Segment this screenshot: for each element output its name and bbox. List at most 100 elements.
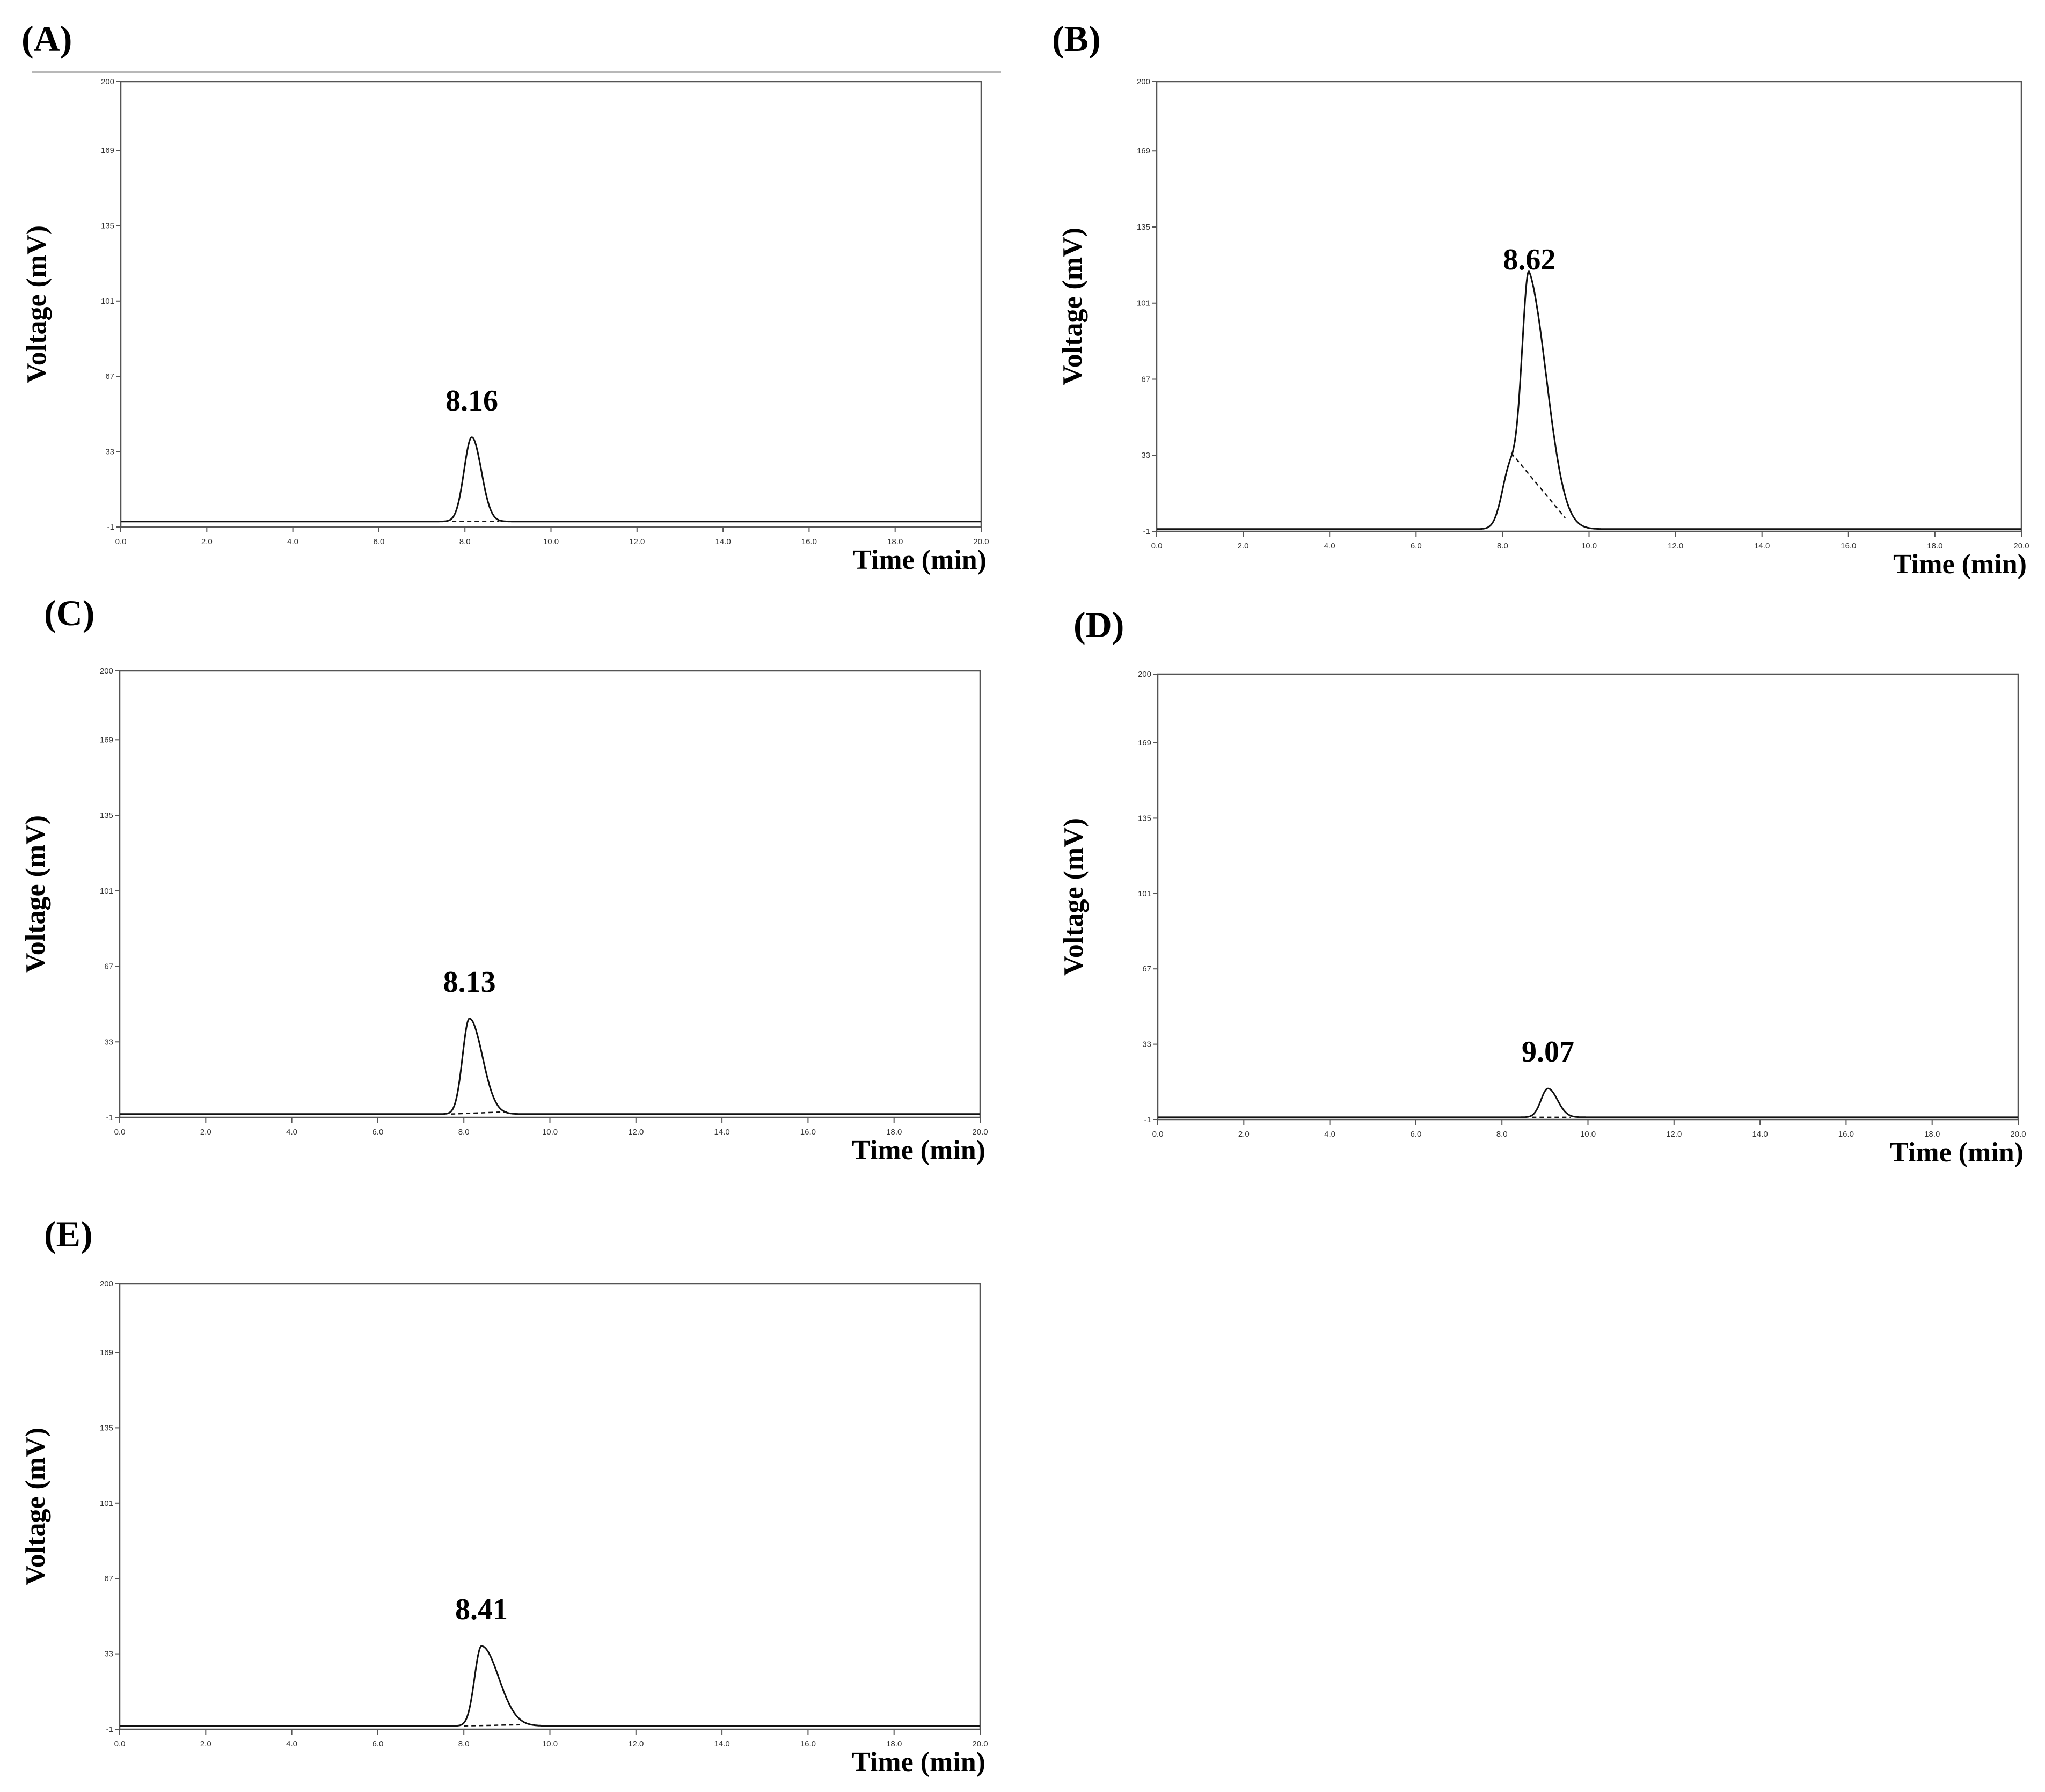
x-tick-label: 12.0: [628, 1739, 644, 1749]
y-tick-label: -1: [1143, 527, 1150, 536]
x-tick-label: 16.0: [800, 1739, 816, 1749]
x-tick-label: 14.0: [1752, 1130, 1768, 1139]
y-tick-label: -1: [106, 1113, 113, 1122]
x-tick-label: 0.0: [1151, 542, 1163, 551]
x-tick-label: 12.0: [628, 1128, 644, 1137]
x-axis-title-b: Time (min): [1893, 549, 2027, 580]
plot-frame-d: [1157, 673, 2019, 1121]
integration-baseline-e: [464, 1724, 520, 1727]
panel-label-a: (A): [21, 18, 72, 59]
x-tick-label: 14.0: [714, 1739, 729, 1749]
y-tick-label: 135: [101, 221, 114, 230]
y-tick-label: 101: [1138, 889, 1151, 898]
plot-frame-c: [119, 670, 981, 1118]
x-tick-label: 10.0: [542, 1128, 558, 1137]
y-tick-label: 33: [104, 1650, 113, 1659]
x-tick-label: 4.0: [1324, 1130, 1335, 1139]
y-tick-label: 200: [100, 1279, 113, 1289]
y-tick-label: 67: [104, 1574, 113, 1583]
x-tick-label: 14.0: [1754, 542, 1770, 551]
x-tick-label: 6.0: [372, 1128, 383, 1137]
plot-frame-b: [1156, 81, 2022, 532]
x-tick-label: 16.0: [1838, 1130, 1854, 1139]
y-tick-label: 169: [101, 146, 114, 155]
x-tick-label: 10.0: [543, 537, 559, 546]
x-tick-label: 8.0: [458, 1739, 470, 1749]
plot-frame-e: [119, 1283, 981, 1730]
x-tick-label: 20.0: [973, 537, 989, 546]
chromatogram-trace-b: [1157, 270, 2021, 530]
x-tick-label: 4.0: [287, 537, 298, 546]
y-tick-label: 67: [1141, 375, 1150, 384]
panel-label-d: (D): [1073, 604, 1124, 645]
x-tick-label: 4.0: [1324, 542, 1335, 551]
y-axis-title-b: Voltage (mV): [1057, 228, 1088, 385]
y-tick-label: 101: [1137, 299, 1150, 308]
x-tick-label: 6.0: [372, 1739, 383, 1749]
x-tick-label: 4.0: [286, 1128, 297, 1137]
x-axis-title-e: Time (min): [852, 1747, 985, 1778]
x-tick-label: 18.0: [1927, 542, 1942, 551]
x-tick-label: 0.0: [1152, 1130, 1164, 1139]
chart-panel-b: -1 33 67 101 135 169 200 0.0 2.0 4.0 6.0 8.0 10.0 12.…: [1057, 77, 2029, 580]
panel-label-e: (E): [44, 1213, 93, 1254]
peak-label-c: 8.13: [443, 966, 496, 999]
chromatogram-trace-e: [120, 1645, 980, 1727]
x-tick-label: 8.0: [459, 537, 471, 546]
chart-panel-a: -1 33 67 101 135 169 200 0.0 2.0 4.0 6.0 8.0 10.0 12.…: [21, 77, 989, 575]
y-tick-label: 200: [1137, 77, 1150, 86]
x-tick-label: 2.0: [200, 1739, 211, 1749]
x-tick-label: 16.0: [800, 1128, 816, 1137]
x-tick-label: 18.0: [1924, 1130, 1940, 1139]
integration-baseline-b: [1510, 452, 1566, 518]
chart-panel-c: -1 33 67 101 135 169 200 0.0 2.0 4.0 6.0 8.0 10.0 12.…: [20, 667, 988, 1166]
y-tick-label: 67: [1142, 964, 1151, 974]
panel-label-b: (B): [1052, 18, 1101, 59]
x-tick-label: 12.0: [629, 537, 645, 546]
x-tick-label: 2.0: [200, 1128, 211, 1137]
y-tick-label: 33: [1142, 1040, 1151, 1049]
x-axis-title-a: Time (min): [853, 545, 987, 575]
peak-label-d: 9.07: [1522, 1035, 1574, 1069]
y-tick-label: 200: [101, 77, 114, 86]
y-tick-label: 169: [1137, 147, 1150, 156]
y-tick-label: 169: [100, 1348, 113, 1357]
y-axis-title-c: Voltage (mV): [20, 815, 51, 973]
plot-frame-a: [120, 81, 982, 528]
y-tick-label: 135: [1137, 223, 1150, 232]
x-tick-label: 8.0: [458, 1128, 470, 1137]
x-tick-label: 2.0: [1238, 542, 1249, 551]
y-tick-label: -1: [107, 523, 114, 532]
y-tick-label: 101: [100, 1499, 113, 1508]
y-tick-label: 67: [105, 372, 114, 381]
x-tick-label: 12.0: [1666, 1130, 1682, 1139]
peak-label-e: 8.41: [455, 1593, 508, 1626]
peak-label-b: 8.62: [1503, 243, 1555, 276]
x-tick-label: 0.0: [114, 1739, 126, 1749]
chromatogram-trace-a: [121, 436, 981, 523]
x-tick-label: 14.0: [715, 537, 731, 546]
x-tick-label: 6.0: [1411, 542, 1422, 551]
y-tick-label: 33: [1141, 451, 1150, 460]
x-tick-label: 0.0: [114, 1128, 126, 1137]
y-tick-label: 135: [100, 1423, 113, 1432]
chromatogram-trace-d: [1158, 1087, 2018, 1118]
x-tick-label: 8.0: [1496, 1130, 1508, 1139]
x-tick-label: 10.0: [542, 1739, 558, 1749]
x-tick-label: 20.0: [972, 1739, 988, 1749]
panel-label-c: (C): [44, 593, 95, 633]
x-tick-label: 16.0: [801, 537, 817, 546]
y-tick-label: 101: [101, 297, 114, 306]
x-tick-label: 20.0: [2013, 542, 2029, 551]
y-tick-label: 169: [100, 735, 113, 744]
y-tick-label: -1: [1144, 1115, 1151, 1124]
y-tick-label: 33: [104, 1037, 113, 1047]
x-tick-label: 6.0: [1410, 1130, 1421, 1139]
x-tick-label: 18.0: [886, 1739, 902, 1749]
x-tick-label: 8.0: [1497, 542, 1508, 551]
y-tick-label: 33: [105, 448, 114, 457]
y-tick-label: 101: [100, 887, 113, 896]
x-axis-title-c: Time (min): [852, 1135, 985, 1166]
y-tick-label: 135: [100, 811, 113, 820]
